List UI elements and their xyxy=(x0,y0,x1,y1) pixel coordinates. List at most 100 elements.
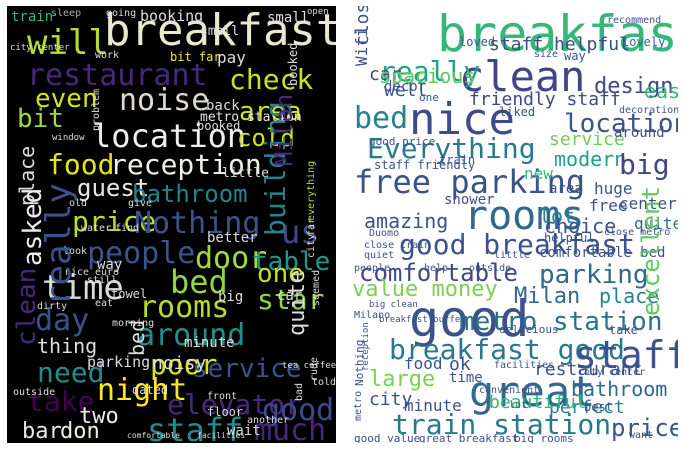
cloud-word: lot xyxy=(509,400,528,411)
cloud-word: bed xyxy=(170,263,228,301)
cloud-word: one xyxy=(257,259,304,289)
cloud-word: even xyxy=(35,84,98,114)
cloud-word: location xyxy=(92,117,247,155)
cloud-word: staff friendly xyxy=(374,158,476,172)
cloud-word: recommend xyxy=(607,15,662,26)
cloud-word: euro xyxy=(95,267,120,278)
cloud-word: metro xyxy=(353,390,364,421)
cloud-word: free parking xyxy=(354,163,586,201)
cloud-word: breakfast xyxy=(437,6,678,63)
cloud-word: dated xyxy=(132,383,169,397)
cloud-word: bed xyxy=(125,319,149,356)
cloud-word: size xyxy=(534,49,559,60)
cloud-word: booking xyxy=(140,7,204,25)
cloud-word: breakfast good xyxy=(389,333,626,366)
cloud-word: metro station xyxy=(200,110,302,125)
cloud-word: new xyxy=(524,164,553,183)
cloud-word: going xyxy=(106,8,137,19)
cloud-word: water xyxy=(81,223,112,234)
cloud-word: food xyxy=(404,354,443,373)
cloud-word: car xyxy=(277,288,303,304)
cloud-word: close xyxy=(352,6,373,46)
cloud-word: around xyxy=(614,125,665,141)
cloud-word: good breakfast xyxy=(399,228,636,261)
cloud-word: us xyxy=(281,213,320,251)
cloud-word: bathroom xyxy=(132,180,248,208)
cloud-word: car xyxy=(369,64,402,85)
cloud-word: minute xyxy=(404,396,462,415)
cloud-word: quiet xyxy=(364,250,395,261)
cloud-word: two xyxy=(79,404,119,429)
cloud-word: staff xyxy=(574,333,678,377)
cloud-word: give xyxy=(128,198,153,209)
cloud-word: good price xyxy=(369,135,436,148)
cloud-word: train xyxy=(439,153,476,167)
cloud-word: spacious xyxy=(379,64,476,88)
cloud-word: close train xyxy=(364,240,431,251)
cloud-word: great xyxy=(469,367,596,416)
cloud-word: lovely xyxy=(622,35,666,49)
cloud-word: Milano xyxy=(354,310,391,321)
cloud-word: little xyxy=(494,250,531,261)
cloud-word: open xyxy=(307,7,329,17)
cloud-word: rooms xyxy=(139,290,230,325)
cloud-word: metro station xyxy=(459,307,663,337)
cloud-word: value money xyxy=(352,277,498,302)
cloud-word: breakfast xyxy=(104,6,336,56)
cloud-word: Everything xyxy=(367,132,536,165)
cloud-word: train station xyxy=(392,408,612,441)
cloud-word: quite xyxy=(634,214,678,233)
cloud-word: small xyxy=(267,10,310,26)
cloud-word: still xyxy=(87,275,118,286)
cloud-word: work xyxy=(95,50,120,61)
cloud-word: reception xyxy=(110,148,262,181)
cloud-word: parking xyxy=(87,353,151,371)
cloud-word: want xyxy=(629,430,654,441)
cloud-word: another xyxy=(247,415,290,426)
cloud-word: floor xyxy=(207,405,244,419)
cloud-word: find xyxy=(115,223,140,234)
cloud-word: well xyxy=(384,80,428,101)
cloud-word: rude xyxy=(309,356,320,381)
cloud-word: amazing xyxy=(364,209,449,233)
cloud-word: outside xyxy=(469,263,512,274)
cloud-word: poor xyxy=(150,348,218,381)
cloud-word: towel xyxy=(111,287,148,301)
cloud-word: service xyxy=(549,129,625,150)
cloud-word: location xyxy=(564,109,678,139)
cloud-word: way xyxy=(564,49,586,63)
cloud-word: night xyxy=(97,373,188,408)
cloud-word: will xyxy=(27,23,109,63)
cloud-word: wait xyxy=(227,423,261,439)
cloud-word: city xyxy=(369,389,413,410)
cloud-word: convenient xyxy=(479,385,540,396)
cloud-word: much xyxy=(254,413,327,444)
cloud-word: good value xyxy=(354,432,421,443)
cloud-word: noise xyxy=(119,83,210,118)
cloud-word: cold xyxy=(237,124,295,152)
cloud-word: old xyxy=(69,198,88,209)
cloud-word: breakfast buffet xyxy=(379,315,466,325)
cloud-word: center xyxy=(619,194,677,213)
cloud-word: bathroom xyxy=(571,377,668,401)
cloud-word: great breakfast xyxy=(419,432,519,443)
cloud-word: lot xyxy=(539,204,576,228)
cloud-word: small xyxy=(200,24,240,39)
cloud-word: guest xyxy=(77,174,150,202)
cloud-word: help xyxy=(424,263,449,274)
cloud-word: Milan xyxy=(270,93,298,166)
cloud-word: take xyxy=(609,323,638,337)
cloud-word: sleep xyxy=(51,8,82,19)
cloud-word: comfortable xyxy=(127,431,180,440)
cloud-word: really xyxy=(39,183,79,306)
cloud-word: morning xyxy=(112,318,155,329)
cloud-word: time xyxy=(449,370,483,386)
negative-word-cloud: breakfast will restaurant check noise even are… xyxy=(7,6,336,443)
cloud-word: don xyxy=(60,419,100,443)
cloud-word: decoration xyxy=(619,105,678,116)
cloud-word: service xyxy=(192,354,302,384)
cloud-word: nice xyxy=(65,267,90,278)
cloud-word: nice xyxy=(409,94,515,145)
cloud-word: bed xyxy=(354,101,409,136)
cloud-word: big xyxy=(619,148,670,181)
